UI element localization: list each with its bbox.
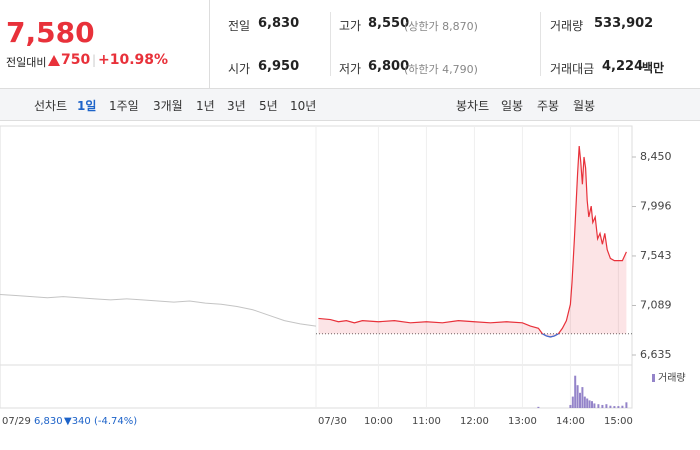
volume-bar: [583, 396, 586, 408]
price-box: 7,580 전일대비 750 | +10.98%: [0, 0, 210, 88]
tab[interactable]: 주봉: [537, 99, 560, 113]
tab[interactable]: 10년: [290, 99, 317, 113]
up-triangle: [48, 55, 60, 66]
volume-bar: [591, 401, 593, 408]
volume-bar: [576, 385, 579, 408]
prev-change: ▼340: [64, 416, 91, 427]
tab-group-label: 선차트: [34, 99, 68, 113]
y-tick-label: 8,450: [640, 150, 672, 163]
volume-bar: [593, 403, 596, 408]
prev-date: 07/29: [2, 416, 31, 427]
stat-value: 533,902: [594, 16, 654, 31]
tab[interactable]: 일봉: [501, 99, 524, 113]
stat-value: 8,550: [368, 16, 410, 31]
tab-group-label: 봉차트: [456, 99, 490, 113]
price-line: [318, 146, 627, 338]
volume-bar: [574, 375, 577, 408]
prev-pct: (-4.74%): [94, 416, 137, 427]
stat-label: 거래량: [550, 19, 584, 33]
tab[interactable]: 1년: [196, 99, 215, 113]
tab[interactable]: 월봉: [573, 99, 596, 113]
tab-bar: 선차트 1일 1주일 3개월 1년 3년 5년 10년 봉차트 일봉 주봉 월봉: [0, 88, 700, 121]
tab[interactable]: 5년: [259, 99, 278, 113]
tab[interactable]: 1주일: [109, 99, 139, 113]
volume-bar: [571, 396, 574, 408]
change: 750: [61, 52, 91, 68]
volume-bar: [601, 404, 604, 408]
x-tick-label: 10:00: [364, 416, 393, 427]
separator: [330, 12, 331, 76]
tab[interactable]: 3년: [227, 99, 246, 113]
volume-bar: [586, 398, 589, 408]
volume-bar: [621, 405, 624, 408]
x-tick-label: 11:00: [412, 416, 441, 427]
stat-note: (상한가 8,870): [404, 20, 478, 33]
volume-bar: [617, 406, 620, 408]
volume-bar: [537, 406, 540, 408]
volume-bar: [579, 392, 581, 408]
separator: [540, 12, 541, 76]
tab[interactable]: 3개월: [153, 99, 183, 113]
x-tick-label: 07/30: [318, 416, 347, 427]
stat-note: (하한가 4,790): [404, 63, 478, 76]
chart: 거래량 07/29 6,830 ▼340 (-4.74%) 8,450 7,996…: [0, 125, 686, 427]
stat-unit: 백만: [642, 61, 665, 75]
x-tick-label: 14:00: [556, 416, 585, 427]
volume-bar: [597, 404, 600, 408]
volume-bar: [605, 404, 608, 408]
stat-label: 고가: [339, 19, 362, 33]
stat-label: 시가: [228, 62, 251, 76]
x-tick-label: 15:00: [604, 416, 633, 427]
previous-day-line: [0, 293, 317, 327]
stat-label: 저가: [339, 62, 362, 76]
stat-label: 전일: [228, 19, 251, 33]
prev-close: 6,830: [34, 416, 63, 427]
y-tick-label: 7,996: [640, 200, 672, 213]
x-tick-label: 12:00: [460, 416, 489, 427]
volume-bar: [609, 405, 612, 408]
stat-value: 6,800: [368, 59, 410, 74]
x-tick-label: 13:00: [508, 416, 537, 427]
stat-value: 6,830: [258, 16, 300, 31]
tab[interactable]: 1일: [77, 99, 97, 113]
y-tick-label: 7,089: [640, 298, 672, 311]
divider: |: [92, 53, 97, 67]
change-pct: +10.98%: [98, 52, 169, 68]
volume-bar: [581, 387, 584, 408]
stat-label: 거래대금: [550, 62, 595, 76]
change-label: 전일대비: [6, 56, 47, 69]
volume-legend-swatch: [652, 374, 655, 382]
y-tick-label: 7,543: [640, 249, 672, 262]
y-tick-label: 6,635: [640, 348, 672, 361]
volume-bar: [588, 400, 591, 408]
volume-bar: [625, 402, 628, 408]
volume-bar: [569, 404, 572, 408]
volume-bar: [613, 406, 616, 408]
volume-legend: 거래량: [658, 372, 686, 384]
area-fill: [318, 146, 627, 337]
stat-value: 6,950: [258, 59, 300, 74]
price: 7,580: [6, 16, 95, 49]
stat-value: 4,224: [602, 59, 644, 74]
